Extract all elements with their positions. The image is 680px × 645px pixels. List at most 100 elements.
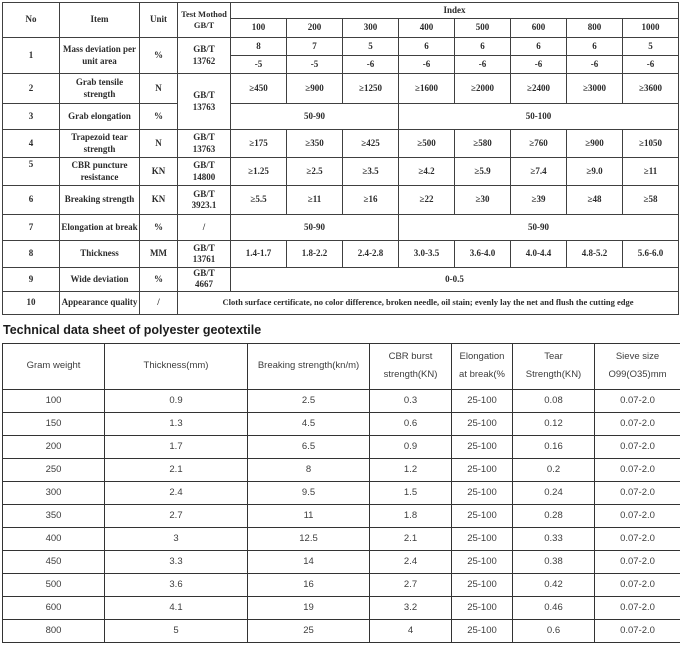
table-cell: 450 [3, 550, 105, 573]
table-cell: 12.5 [248, 527, 370, 550]
col-header-elongation: Elongation at break(% [452, 343, 513, 389]
table-cell: ≥58 [623, 186, 679, 215]
table-cell: 3.6-4.0 [455, 241, 511, 268]
table-cell: ≥900 [287, 74, 343, 104]
table-cell: 50-90 [231, 215, 399, 241]
table-cell: -6 [343, 56, 399, 74]
row-no: 4 [3, 130, 60, 158]
table-cell: ≥5.5 [231, 186, 287, 215]
row-no: 7 [3, 215, 60, 241]
table-cell: 8 [231, 38, 287, 56]
table-cell: 2.4 [370, 550, 452, 573]
table-cell: 25-100 [452, 550, 513, 573]
table-cell: 0.12 [513, 412, 595, 435]
row-unit: % [140, 268, 178, 292]
col-header-sieve-size: Sieve size O99(O35)mm [595, 343, 680, 389]
table-cell: 4 [370, 619, 452, 642]
table-cell: 8 [248, 458, 370, 481]
table-cell: 25-100 [452, 573, 513, 596]
row-no: 2 [3, 74, 60, 104]
index-col-header: 800 [567, 19, 623, 38]
table-cell: 25-100 [452, 412, 513, 435]
table-cell: -6 [567, 56, 623, 74]
row-unit: MM [140, 241, 178, 268]
table-cell: 2.7 [105, 504, 248, 527]
table-cell: ≥3000 [567, 74, 623, 104]
table-cell: 25-100 [452, 596, 513, 619]
row-test-method: / [178, 215, 231, 241]
table-cell: 4.0-4.4 [511, 241, 567, 268]
table-cell: ≥350 [287, 130, 343, 158]
row-no: 10 [3, 291, 60, 314]
table-cell: 5 [623, 38, 679, 56]
table-cell: 400 [3, 527, 105, 550]
table-row: No Item Unit Test Mothod GB/T Index [3, 3, 679, 19]
table-cell: 0.08 [513, 389, 595, 412]
table-cell: 3.2 [370, 596, 452, 619]
table-cell: 0.07-2.0 [595, 527, 680, 550]
table-cell: 0.07-2.0 [595, 504, 680, 527]
row-no: 8 [3, 241, 60, 268]
table-cell: ≥11 [623, 158, 679, 186]
table-cell: 0.07-2.0 [595, 389, 680, 412]
table-cell: 5.6-6.0 [623, 241, 679, 268]
row-test-method: GB/T 4667 [178, 268, 231, 292]
row-unit: N [140, 130, 178, 158]
table-cell: 0.07-2.0 [595, 412, 680, 435]
table-cell: 2.1 [105, 458, 248, 481]
index-col-header: 100 [231, 19, 287, 38]
table-cell: ≥1600 [399, 74, 455, 104]
table-cell: 0.9 [370, 435, 452, 458]
table-cell: 0.3 [370, 389, 452, 412]
col-header-cbr-burst: CBR burst strength(KN) [370, 343, 452, 389]
col-header-tear-strength: Tear Strength(KN) [513, 343, 595, 389]
table-cell: ≥500 [399, 130, 455, 158]
index-col-header: 200 [287, 19, 343, 38]
table-cell: -5 [231, 56, 287, 74]
table-cell: ≥900 [567, 130, 623, 158]
table-cell: 25-100 [452, 527, 513, 550]
table-row: 4 Trapezoid tear strength N GB/T 13763 ≥… [3, 130, 679, 158]
index-col-header: 300 [343, 19, 399, 38]
table-cell: -6 [399, 56, 455, 74]
table-row: 3 Grab elongation % 50-90 50-100 [3, 104, 679, 130]
table-cell: -6 [455, 56, 511, 74]
table-cell: 4.5 [248, 412, 370, 435]
table-header-row: Gram weight Thickness(mm) Breaking stren… [3, 343, 680, 389]
col-header-item: Item [60, 3, 140, 38]
col-header-thickness: Thickness(mm) [105, 343, 248, 389]
row-item: Elongation at break [60, 215, 140, 241]
table-cell: 1.2 [370, 458, 452, 481]
table-cell: ≥16 [343, 186, 399, 215]
row-unit: % [140, 104, 178, 130]
page-title: Technical data sheet of polyester geotex… [3, 323, 678, 337]
col-header-breaking-strength: Breaking strength(kn/m) [248, 343, 370, 389]
table-cell: 1.3 [105, 412, 248, 435]
table-cell: 800 [3, 619, 105, 642]
table-cell: 0.16 [513, 435, 595, 458]
col-header-no: No [3, 3, 60, 38]
table-cell: 300 [3, 481, 105, 504]
table-cell: ≥2.5 [287, 158, 343, 186]
row-item: Grab tensile strength [60, 74, 140, 104]
table-cell: 0.07-2.0 [595, 550, 680, 573]
table-cell: 0.07-2.0 [595, 573, 680, 596]
table-cell: ≥1250 [343, 74, 399, 104]
table-cell: 0.42 [513, 573, 595, 596]
table-cell: 3.3 [105, 550, 248, 573]
technical-data-table: Gram weight Thickness(mm) Breaking stren… [2, 343, 680, 643]
table-cell: 4.1 [105, 596, 248, 619]
table-cell: ≥450 [231, 74, 287, 104]
table-cell: 6 [455, 38, 511, 56]
index-col-header: 1000 [623, 19, 679, 38]
table-cell: -5 [287, 56, 343, 74]
row-no: 1 [3, 38, 60, 74]
table-cell: 200 [3, 435, 105, 458]
table-cell: 0.07-2.0 [595, 435, 680, 458]
table-cell: ≥175 [231, 130, 287, 158]
